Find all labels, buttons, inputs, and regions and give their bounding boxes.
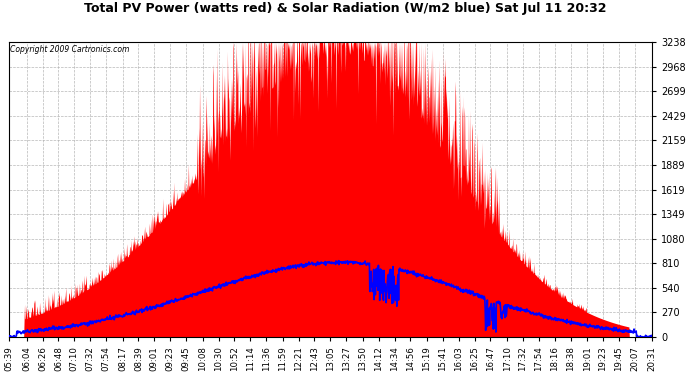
Text: Copyright 2009 Cartronics.com: Copyright 2009 Cartronics.com xyxy=(10,45,129,54)
Text: Total PV Power (watts red) & Solar Radiation (W/m2 blue) Sat Jul 11 20:32: Total PV Power (watts red) & Solar Radia… xyxy=(83,2,607,15)
